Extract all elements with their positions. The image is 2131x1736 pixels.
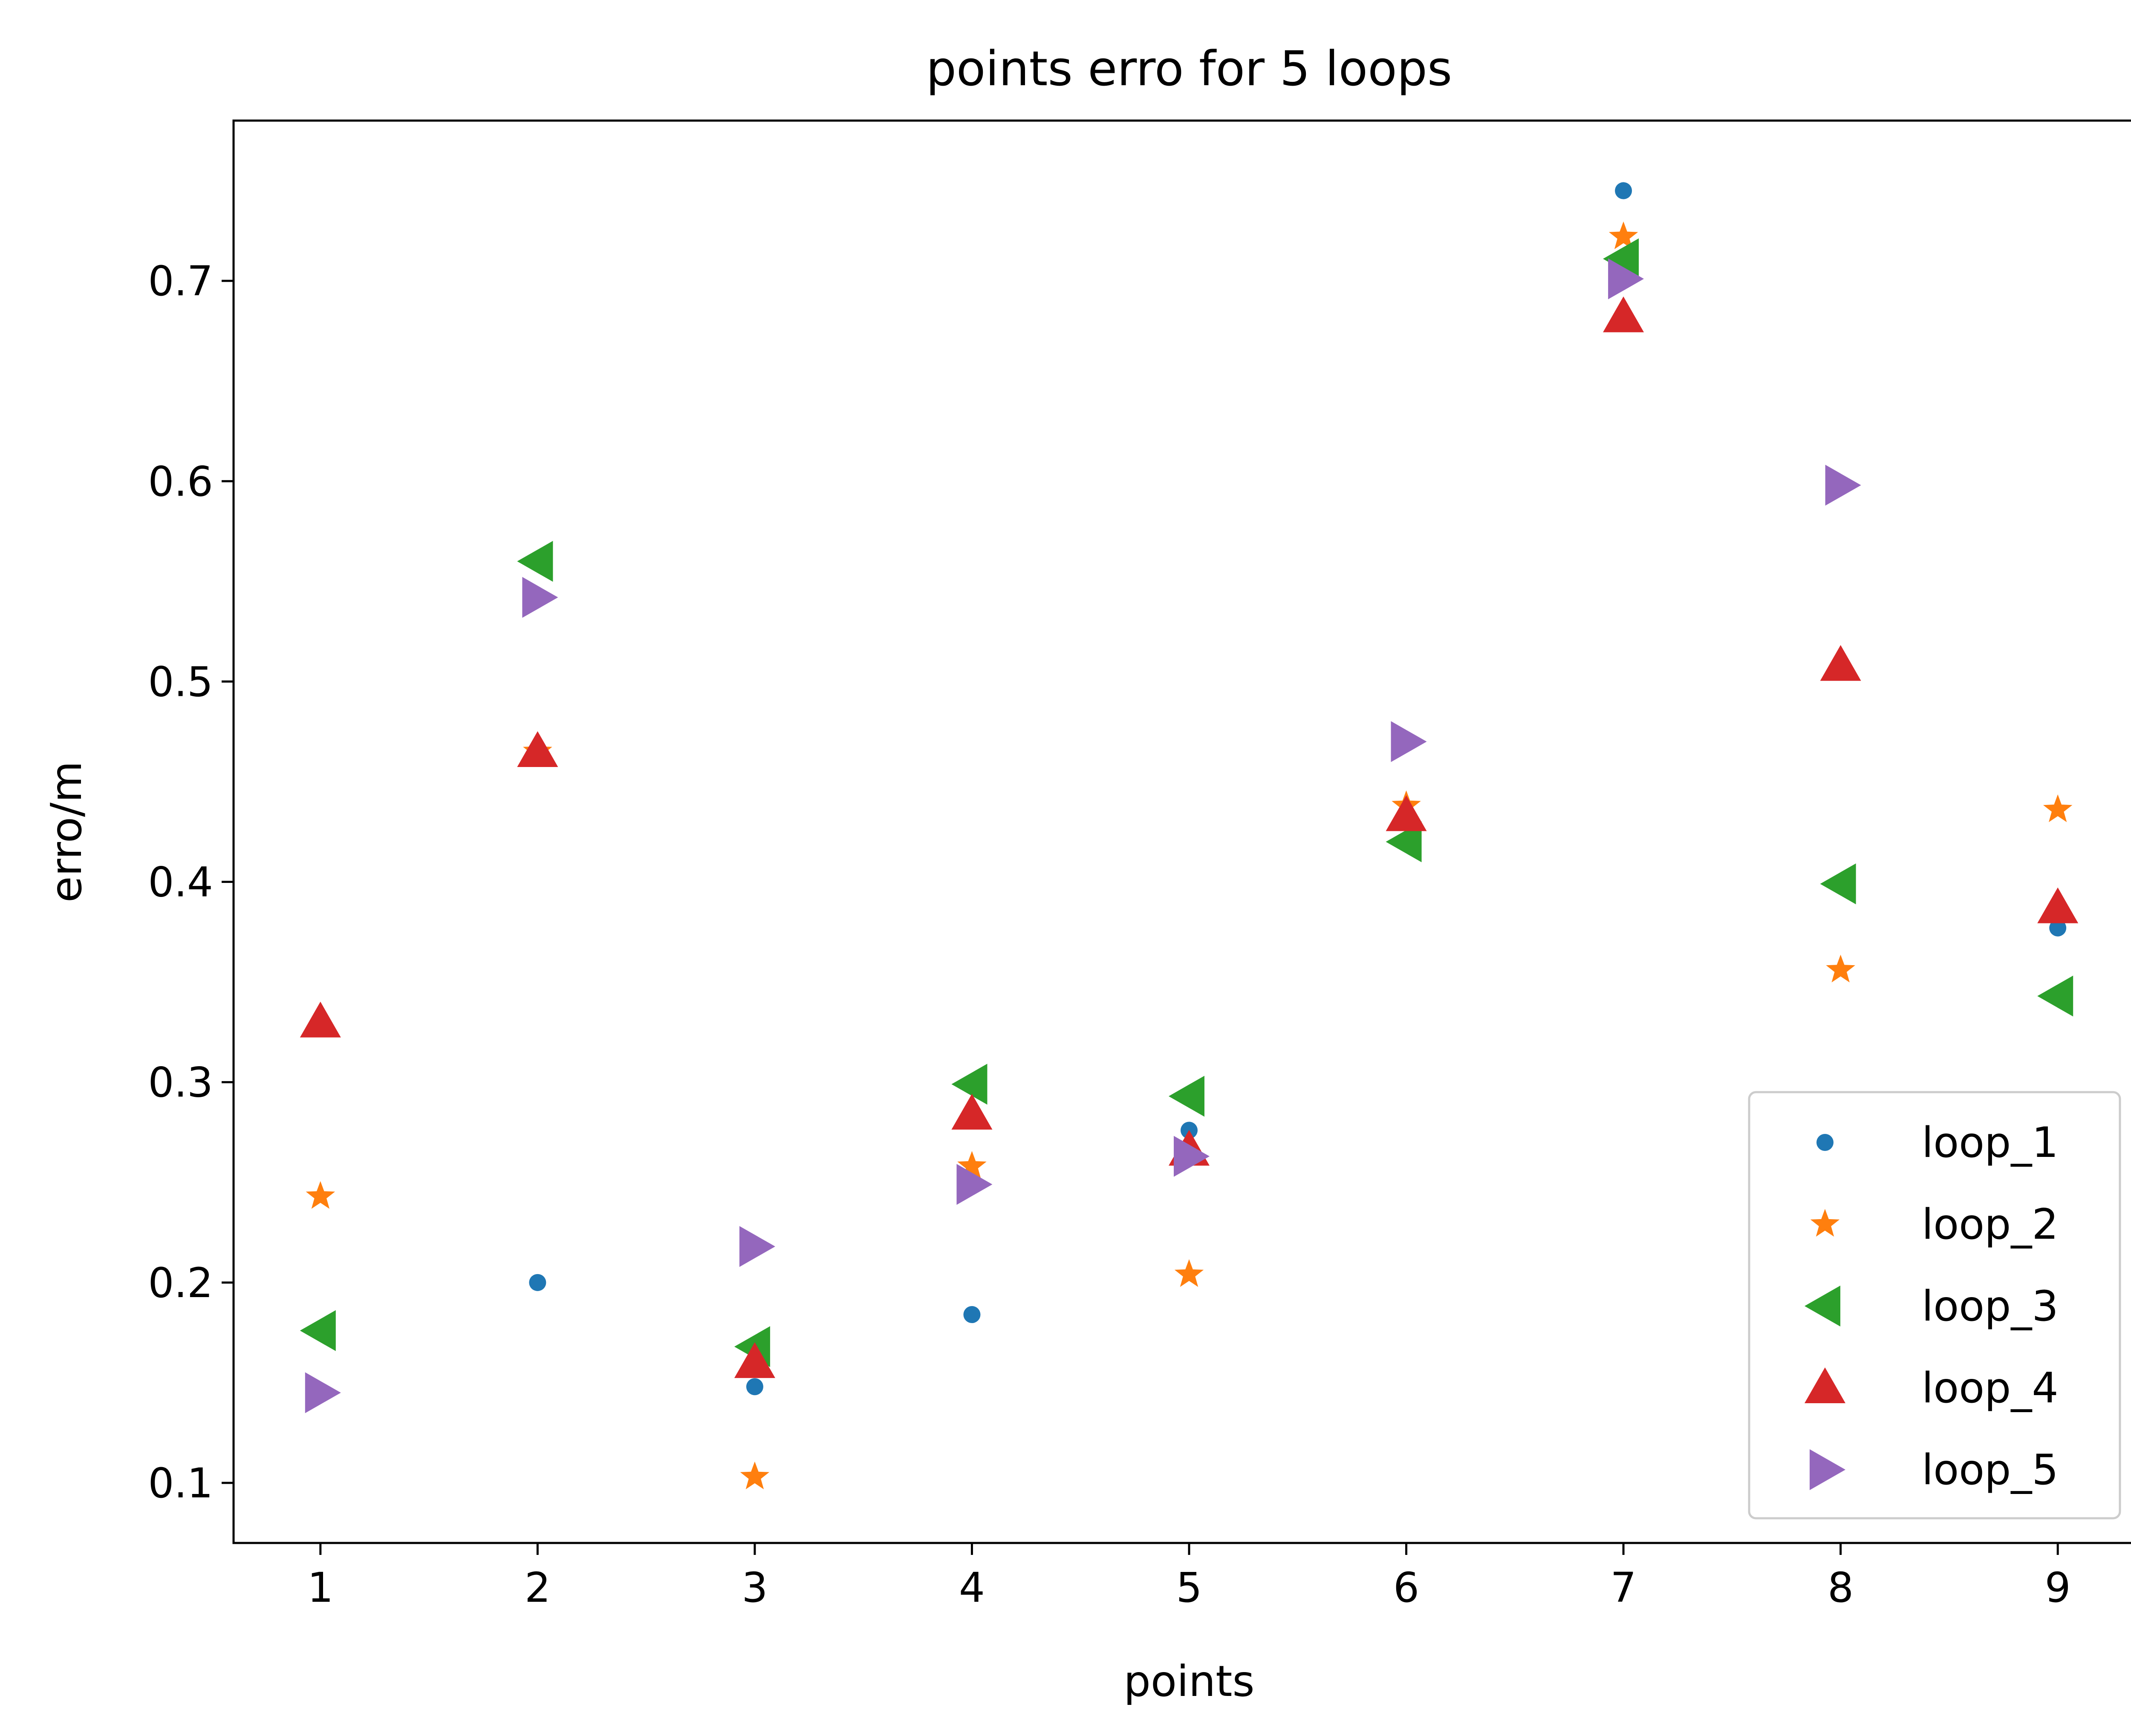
x-tick-label: 4 <box>959 1564 985 1612</box>
data-markers <box>300 182 2079 1489</box>
legend-marker-loop-3 <box>1805 1286 1840 1327</box>
legend-box <box>1748 1091 2121 1520</box>
data-point-loop-2 <box>740 1461 770 1489</box>
x-axis-label: points <box>1123 1656 1254 1706</box>
data-point-loop-5 <box>305 1372 341 1413</box>
x-tick-label: 1 <box>307 1564 333 1612</box>
data-point-loop-4 <box>734 1342 775 1378</box>
y-tick-label: 0.1 <box>148 1459 213 1507</box>
x-tick-label: 2 <box>525 1564 551 1612</box>
x-tick-label: 7 <box>1611 1564 1637 1612</box>
data-point-loop-4 <box>1603 296 1644 332</box>
data-point-loop-4 <box>517 731 558 767</box>
data-point-loop-2 <box>957 1151 987 1179</box>
x-axis: 1 2 3 4 5 6 7 8 9 <box>307 1543 2071 1612</box>
legend-label: loop_4 <box>1922 1364 2059 1413</box>
data-point-loop-5 <box>1391 721 1427 762</box>
y-tick-label: 0.6 <box>148 458 213 505</box>
data-point-loop-4 <box>300 1001 341 1038</box>
data-point-loop-1 <box>963 1306 981 1324</box>
data-point-loop-4 <box>1820 645 1861 681</box>
y-tick-label: 0.2 <box>148 1259 213 1307</box>
data-point-loop-3 <box>1169 1076 1204 1117</box>
legend-marker-loop-1 <box>1816 1134 1834 1151</box>
data-point-loop-5 <box>739 1226 775 1267</box>
data-point-loop-3 <box>1603 238 1639 280</box>
data-point-loop-1 <box>529 1274 546 1291</box>
legend-label: loop_3 <box>1922 1282 2059 1331</box>
legend-marker-loop-2 <box>1810 1209 1840 1237</box>
data-point-loop-5 <box>522 577 558 618</box>
data-point-loop-3 <box>2037 975 2073 1017</box>
y-tick-label: 0.3 <box>148 1059 213 1107</box>
data-point-loop-3 <box>951 1064 988 1105</box>
data-point-loop-2 <box>2043 794 2073 822</box>
legend-label: loop_2 <box>1922 1200 2059 1249</box>
data-point-loop-1 <box>1615 182 1632 199</box>
data-point-loop-5 <box>1174 1136 1210 1177</box>
legend-marker-loop-5 <box>1810 1449 1845 1490</box>
x-tick-label: 6 <box>1393 1564 1419 1612</box>
y-tick-label: 0.5 <box>148 658 213 706</box>
data-point-loop-3 <box>1386 821 1422 862</box>
legend-label: loop_5 <box>1922 1446 2059 1494</box>
legend-marker-loop-4 <box>1805 1367 1845 1403</box>
legend: loop_1 loop_2 loop_3 loop_4 loop_5 <box>1748 1091 2121 1520</box>
data-point-loop-5 <box>956 1164 993 1205</box>
data-point-loop-3 <box>517 541 553 582</box>
data-point-loop-5 <box>1608 258 1644 300</box>
data-point-loop-2 <box>1608 221 1638 249</box>
chart-title: points erro for 5 loops <box>926 41 1452 97</box>
data-point-loop-4 <box>1386 795 1427 831</box>
data-point-loop-3 <box>300 1310 336 1351</box>
x-tick-label: 8 <box>1828 1564 1854 1612</box>
data-point-loop-2 <box>1174 1259 1204 1287</box>
x-tick-label: 9 <box>2045 1564 2071 1612</box>
data-point-loop-3 <box>1820 863 1856 905</box>
y-tick-label: 0.7 <box>148 257 213 305</box>
y-tick-label: 0.4 <box>148 859 213 906</box>
y-axis: 0.1 0.2 0.3 0.4 0.5 0.6 0.7 <box>148 257 234 1507</box>
data-point-loop-1 <box>746 1378 763 1396</box>
y-axis-label: erro/m <box>41 761 91 903</box>
data-point-loop-4 <box>2037 887 2079 923</box>
data-point-loop-1 <box>2049 919 2067 937</box>
data-point-loop-2 <box>1826 955 1855 983</box>
legend-label: loop_1 <box>1922 1119 2059 1167</box>
x-tick-label: 5 <box>1176 1564 1202 1612</box>
data-point-loop-4 <box>951 1093 993 1130</box>
data-point-loop-2 <box>306 1181 335 1209</box>
data-point-loop-5 <box>1825 464 1861 506</box>
x-tick-label: 3 <box>742 1564 768 1612</box>
